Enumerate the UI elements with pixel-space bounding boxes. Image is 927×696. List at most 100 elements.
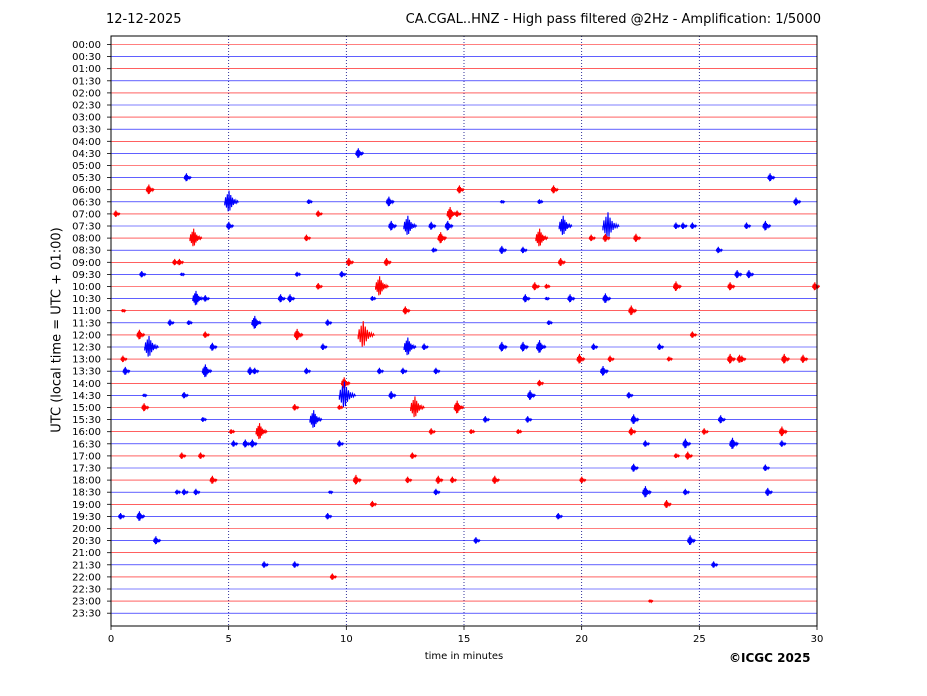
seismic-event: [410, 396, 425, 418]
seismic-event: [673, 222, 681, 229]
seismic-event: [139, 270, 147, 278]
seismic-event: [633, 233, 642, 242]
x-tick-label: 25: [693, 634, 706, 645]
seismic-event: [527, 390, 536, 400]
seismic-event: [306, 199, 313, 205]
seismic-event: [812, 282, 821, 291]
seismic-event: [304, 367, 312, 375]
seismic-event: [176, 258, 185, 266]
seismic-event: [179, 452, 187, 459]
seismic-event: [544, 283, 551, 289]
seismic-event: [778, 426, 788, 437]
seismic-event: [325, 512, 333, 520]
y-tick-label: 15:30: [72, 415, 101, 426]
seismic-event: [375, 276, 389, 296]
seismic-event: [779, 440, 787, 447]
seismic-event: [189, 228, 203, 247]
seismic-event: [727, 282, 736, 291]
y-tick-label: 03:00: [72, 113, 101, 124]
seismic-event: [183, 173, 192, 182]
seismic-event: [292, 561, 300, 568]
seismic-event: [193, 488, 201, 496]
seismic-event: [141, 403, 150, 412]
y-tick-label: 03:30: [72, 125, 101, 136]
y-tick-label: 20:00: [72, 524, 101, 535]
seismic-event: [388, 391, 397, 400]
seismic-event: [277, 294, 286, 303]
seismic-event: [473, 537, 481, 544]
seismic-event: [628, 427, 637, 436]
seismic-event: [449, 476, 458, 484]
seismic-event: [765, 487, 774, 496]
y-tick-label: 17:30: [72, 464, 101, 475]
seismic-event: [136, 511, 146, 521]
y-tick-label: 09:30: [72, 270, 101, 281]
x-tick-label: 5: [225, 634, 231, 645]
seismic-event: [498, 341, 508, 352]
y-tick-label: 08:00: [72, 234, 101, 245]
y-tick-label: 14:30: [72, 391, 101, 402]
y-tick-label: 16:30: [72, 439, 101, 450]
seismic-event: [242, 439, 251, 448]
seismic-event: [403, 215, 418, 235]
seismic-event: [680, 222, 688, 229]
y-tick-label: 11:30: [72, 318, 101, 329]
seismic-event: [352, 474, 362, 485]
seismic-event: [762, 220, 772, 231]
seismic-event: [600, 366, 609, 376]
seismic-event: [249, 439, 258, 448]
seismic-event: [355, 148, 365, 158]
seismic-event: [136, 329, 146, 340]
seismic-event: [202, 331, 210, 338]
seismic-event: [255, 423, 268, 440]
seismic-event: [602, 233, 611, 242]
seismic-event: [198, 452, 206, 459]
y-tick-label: 19:00: [72, 500, 101, 511]
seismic-event: [431, 247, 438, 253]
seismic-event: [409, 452, 418, 459]
y-tick-label: 09:00: [72, 258, 101, 269]
seismic-event: [767, 173, 776, 182]
seismic-event: [591, 343, 599, 350]
seismic-event: [338, 381, 357, 408]
seismic-event: [520, 246, 528, 254]
seismic-event: [666, 356, 673, 362]
seismic-event: [181, 391, 189, 399]
y-tick-label: 16:00: [72, 427, 101, 438]
seismic-event: [576, 353, 586, 364]
y-tick-label: 19:30: [72, 512, 101, 523]
seismic-event: [762, 464, 771, 471]
y-tick-label: 05:00: [72, 161, 101, 172]
seismic-event: [252, 367, 260, 375]
seismic-event: [642, 440, 651, 447]
seismic-event: [544, 296, 550, 302]
seismic-event: [588, 234, 596, 242]
seismic-event: [224, 190, 239, 212]
seismic-event: [329, 573, 338, 580]
seismic-event: [405, 476, 413, 484]
y-tick-label: 17:00: [72, 451, 101, 462]
y-tick-label: 02:00: [72, 88, 101, 99]
seismic-event: [628, 305, 638, 316]
seismic-event: [402, 306, 411, 315]
seismic-event: [537, 379, 545, 387]
seismic-event: [421, 343, 429, 350]
seismic-event: [739, 355, 747, 363]
seismic-event: [251, 315, 262, 329]
seismic-event: [304, 234, 312, 242]
seismic-event: [435, 475, 444, 484]
seismic-event: [657, 343, 665, 350]
seismic-event: [403, 337, 417, 356]
seismic-event: [315, 283, 323, 290]
seismic-event: [682, 438, 692, 449]
x-tick-label: 0: [108, 634, 114, 645]
seismic-event: [202, 295, 210, 302]
seismic-event: [433, 488, 441, 496]
seismic-event: [516, 429, 523, 434]
seismic-event: [734, 270, 743, 279]
seismic-event: [630, 414, 640, 425]
seismic-event: [522, 294, 531, 303]
y-tick-label: 22:30: [72, 585, 101, 596]
seismic-event: [482, 416, 491, 423]
seismic-event: [453, 400, 465, 414]
